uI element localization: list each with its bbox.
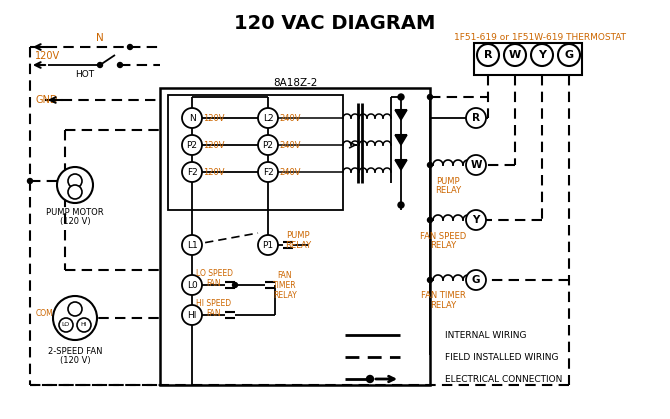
- Text: 120V: 120V: [203, 140, 224, 150]
- Circle shape: [77, 318, 91, 332]
- Circle shape: [427, 277, 433, 282]
- Circle shape: [466, 108, 486, 128]
- Circle shape: [258, 162, 278, 182]
- Circle shape: [53, 296, 97, 340]
- Text: (120 V): (120 V): [60, 355, 90, 365]
- Circle shape: [258, 135, 278, 155]
- Circle shape: [258, 108, 278, 128]
- Text: RELAY: RELAY: [430, 241, 456, 249]
- Circle shape: [427, 217, 433, 222]
- Text: PUMP MOTOR: PUMP MOTOR: [46, 207, 104, 217]
- Polygon shape: [395, 135, 407, 145]
- Text: FAN: FAN: [206, 308, 221, 318]
- Text: L1: L1: [187, 241, 198, 249]
- Text: RELAY: RELAY: [435, 186, 461, 194]
- Text: 240V: 240V: [279, 140, 301, 150]
- Text: 120V: 120V: [203, 114, 224, 122]
- Text: RELAY: RELAY: [273, 290, 297, 300]
- Circle shape: [68, 174, 82, 188]
- Circle shape: [182, 235, 202, 255]
- Circle shape: [182, 108, 202, 128]
- Text: 120V: 120V: [35, 51, 60, 61]
- Circle shape: [558, 44, 580, 66]
- Text: N: N: [96, 33, 104, 43]
- Text: 120V: 120V: [203, 168, 224, 176]
- Circle shape: [466, 210, 486, 230]
- Text: 8A18Z-2: 8A18Z-2: [273, 78, 317, 88]
- Text: 1F51-619 or 1F51W-619 THERMOSTAT: 1F51-619 or 1F51W-619 THERMOSTAT: [454, 33, 626, 41]
- Text: RELAY: RELAY: [285, 241, 311, 249]
- Circle shape: [117, 62, 123, 67]
- Polygon shape: [395, 160, 407, 170]
- Circle shape: [27, 178, 33, 184]
- Text: RELAY: RELAY: [430, 300, 456, 310]
- Circle shape: [127, 44, 133, 49]
- Text: HI: HI: [188, 310, 197, 320]
- Text: TIMER: TIMER: [273, 280, 297, 290]
- Polygon shape: [395, 110, 407, 120]
- Circle shape: [68, 302, 82, 316]
- Text: R: R: [484, 50, 492, 60]
- Circle shape: [258, 235, 278, 255]
- Text: FAN: FAN: [206, 279, 221, 287]
- Text: FAN: FAN: [277, 271, 292, 279]
- Text: P2: P2: [186, 140, 198, 150]
- Text: Y: Y: [538, 50, 546, 60]
- Text: F2: F2: [263, 168, 273, 176]
- Text: HI: HI: [80, 323, 87, 328]
- Text: 2-SPEED FAN: 2-SPEED FAN: [48, 347, 103, 355]
- Text: P2: P2: [263, 140, 273, 150]
- Text: W: W: [470, 160, 482, 170]
- Text: N: N: [189, 114, 196, 122]
- Text: (120 V): (120 V): [60, 217, 90, 225]
- Text: R: R: [472, 113, 480, 123]
- Circle shape: [182, 305, 202, 325]
- Circle shape: [366, 375, 373, 383]
- Text: FIELD INSTALLED WIRING: FIELD INSTALLED WIRING: [445, 352, 559, 362]
- Text: FAN SPEED: FAN SPEED: [420, 232, 466, 241]
- Text: G: G: [472, 275, 480, 285]
- Circle shape: [531, 44, 553, 66]
- Text: HOT: HOT: [75, 70, 94, 78]
- Circle shape: [504, 44, 526, 66]
- Circle shape: [398, 94, 404, 100]
- Text: 120 VAC DIAGRAM: 120 VAC DIAGRAM: [234, 14, 436, 33]
- Text: LO SPEED: LO SPEED: [196, 269, 232, 277]
- Bar: [474, 43, 582, 75]
- Circle shape: [466, 155, 486, 175]
- Text: COM: COM: [36, 308, 53, 318]
- Text: INTERNAL WIRING: INTERNAL WIRING: [445, 331, 527, 339]
- Text: L2: L2: [263, 114, 273, 122]
- Text: G: G: [564, 50, 574, 60]
- Text: Y: Y: [472, 215, 480, 225]
- Text: PUMP: PUMP: [286, 230, 310, 240]
- Bar: [168, 95, 343, 210]
- Circle shape: [477, 44, 499, 66]
- Text: L0: L0: [187, 280, 198, 290]
- Text: HI SPEED: HI SPEED: [196, 298, 232, 308]
- Text: PUMP: PUMP: [436, 176, 460, 186]
- Circle shape: [427, 163, 433, 168]
- Text: 240V: 240V: [279, 114, 301, 122]
- Text: P1: P1: [263, 241, 273, 249]
- Circle shape: [182, 162, 202, 182]
- Text: ELECTRICAL CONNECTION: ELECTRICAL CONNECTION: [445, 375, 562, 383]
- Circle shape: [398, 202, 404, 208]
- Circle shape: [182, 275, 202, 295]
- Circle shape: [68, 185, 82, 199]
- Circle shape: [182, 135, 202, 155]
- Circle shape: [466, 270, 486, 290]
- Circle shape: [59, 318, 73, 332]
- Circle shape: [98, 62, 103, 67]
- Circle shape: [57, 167, 93, 203]
- Circle shape: [427, 95, 433, 99]
- Bar: [160, 88, 430, 385]
- Text: GND: GND: [35, 95, 58, 105]
- Text: F2: F2: [187, 168, 198, 176]
- Text: W: W: [509, 50, 521, 60]
- Text: FAN TIMER: FAN TIMER: [421, 292, 466, 300]
- Text: 240V: 240V: [279, 168, 301, 176]
- Circle shape: [232, 282, 237, 287]
- Text: LO: LO: [62, 323, 70, 328]
